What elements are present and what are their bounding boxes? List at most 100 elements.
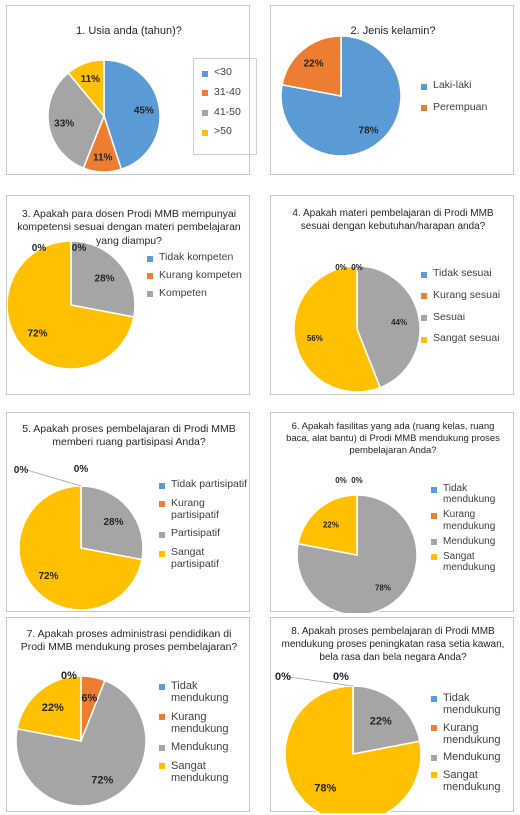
legend-swatch [431,512,437,519]
chart-title: 7. Apakah proses administrasi pendidikan… [20,628,238,654]
legend-item: Mendukung [159,741,251,753]
legend-item: Tidak mendukung [159,680,251,705]
legend-swatch [431,539,437,546]
legend-label: Laki-laki [433,79,472,91]
slice-label: 22% [323,521,339,530]
legend-swatch [431,695,437,702]
legend-item: Perempuan [421,100,511,114]
chart-title: 8. Apakah proses pembelajaran di Prodi M… [281,626,505,663]
legend-swatch [159,501,165,508]
slice-label: 72% [27,329,47,340]
slice-label: 33% [54,118,74,129]
legend-item: Kompeten [147,286,242,300]
slice-label: 0% [335,263,347,272]
legend-swatch [147,255,153,262]
chart-title: 2. Jenis kelamin? [350,25,436,37]
legend-label: Kurang kompeten [159,268,242,281]
legend-swatch [159,550,165,557]
legend-swatch [431,486,437,493]
legend-label: Kurang sesuai [433,288,501,301]
slice-label: 0% [335,476,347,485]
legend-label: Tidak partisipatif [171,478,248,490]
legend-swatch [147,273,153,280]
legend-label: 41-50 [214,105,241,118]
slice-label: 28% [95,273,115,284]
chart-panel-3: 3. Apakah para dosen Prodi MMB mempunyai… [6,195,250,395]
chart-legend: Tidak mendukung Kurang mendukung Mendukung… [431,483,515,577]
legend-item: Kurang partisipatif [159,496,251,522]
slice-label: 11% [81,74,101,85]
legend-label: Kurang mendukung [443,721,501,746]
legend-item: Sangat mendukung [431,769,515,794]
chart-panel-6: 6. Apakah fasilitas yang ada (ruang kela… [270,412,515,613]
legend-swatch [202,129,208,136]
pie-slice [15,679,147,807]
pie-slice [70,240,136,318]
chart-panel-2: 2. Jenis kelamin? 78% 22% Laki-laki Perempua… [270,5,514,175]
slice-label: 72% [39,571,59,582]
legend-label: Tidak mendukung [171,680,229,705]
pie-slice [7,240,135,370]
chart-panel-7: 7. Apakah proses administrasi pendidikan… [6,617,250,812]
chart-title: 5. Apakah proses pembelajaran di Prodi M… [22,423,236,449]
legend-swatch [431,772,437,779]
pie-slice [280,35,402,157]
chart-title: 1. Usia anda (tahun)? [76,25,182,37]
legend-label: Tidak sesuai [433,267,492,279]
slice-label: 78% [314,783,336,795]
slice-label: 78% [375,583,391,592]
chart-legend: Tidak sesuai Kurang sesuai Sesuai Sangat se… [421,267,513,355]
legend-item: Tidak mendukung [431,483,515,505]
pie-slice [297,494,358,556]
pie-chart: 45% 11% 33% 11% [47,59,161,173]
pie-slice [356,265,421,389]
pie-slice [16,675,82,742]
pie-chart: 0% 0% 28% 72% [14,464,144,611]
legend-swatch [202,110,208,117]
legend-swatch [421,105,427,112]
legend-swatch [202,70,208,77]
chart-title: 4. Apakah materi pembelajaran di Prodi M… [292,208,494,232]
pie-slice [18,485,143,611]
legend-item: Tidak kompeten [147,251,242,264]
pie-slice [80,485,144,561]
slice-label: 22% [42,702,64,714]
slice-label: 44% [391,318,407,327]
slice-label: 56% [307,334,323,343]
legend-swatch [421,293,427,300]
legend-label: Tidak mendukung [443,483,496,506]
pie-slice [293,265,382,393]
legend-item: Kurang sesuai [421,288,513,302]
legend-label: Perempuan [433,100,488,113]
legend-label: Sangat mendukung [443,768,501,793]
chart-legend: Tidak partisipatif Kurang partisipatif Par… [159,478,251,578]
legend-item: 41-50 [202,105,252,119]
legend-label: Tidak kompeten [159,251,234,263]
legend-label: Kompeten [159,286,207,299]
pie-chart: 0% 0% 44% 56% [293,263,421,393]
legend-swatch [202,90,208,97]
legend-label: 31-40 [214,85,241,98]
legend-item: Kurang mendukung [431,509,515,532]
legend-item: Laki-laki [421,79,511,92]
legend-item: Partisipatif [159,527,251,540]
legend-swatch [421,271,427,278]
pie-slice [281,35,342,97]
legend-swatch [431,725,437,732]
legend-item: Kurang mendukung [159,711,251,736]
legend-label: Mendukung [171,741,229,754]
legend-swatch [159,683,165,690]
chart-panel-4: 4. Apakah materi pembelajaran di Prodi M… [270,195,514,395]
legend-item: Sangat mendukung [159,760,251,785]
pie-slice [47,71,105,170]
legend-label: Tidak mendukung [443,692,501,717]
legend-swatch [421,315,427,322]
legend-label: Sangat mendukung [443,550,496,574]
legend-swatch [147,291,153,298]
legend-label: Kurang partisipatif [171,496,219,521]
chart-legend: <30 31-40 41-50 >50 [193,58,257,155]
slice-label: 78% [359,125,379,136]
legend-item: Kurang kompeten [147,268,242,282]
legend-item: 31-40 [202,85,252,99]
slice-label: 6% [81,693,97,705]
